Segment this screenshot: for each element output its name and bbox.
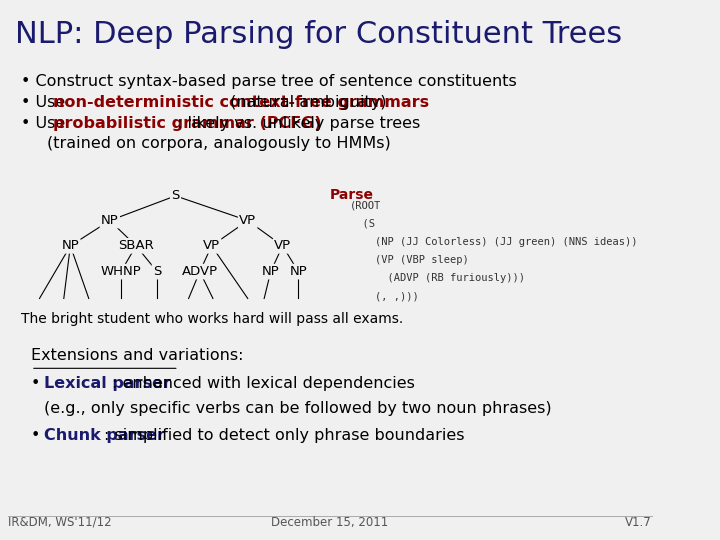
Text: Chunk parser: Chunk parser [44, 428, 165, 443]
Text: : enhanced with lexical dependencies: : enhanced with lexical dependencies [112, 376, 415, 391]
Text: (S: (S [350, 218, 374, 228]
Text: non-deterministic context-free grammars: non-deterministic context-free grammars [53, 96, 428, 110]
Text: NP: NP [101, 214, 119, 227]
Text: VP: VP [274, 239, 291, 252]
Text: The bright student who works hard will pass all exams.: The bright student who works hard will p… [21, 312, 403, 326]
Text: (, ,))): (, ,))) [350, 292, 418, 301]
Text: (ROOT: (ROOT [350, 200, 381, 210]
Text: • Use: • Use [21, 116, 71, 131]
Text: : simplified to detect only phrase boundaries: : simplified to detect only phrase bound… [104, 428, 464, 443]
Text: (VP (VBP sleep): (VP (VBP sleep) [350, 255, 468, 265]
Text: Lexical parser: Lexical parser [44, 376, 171, 391]
Text: December 15, 2011: December 15, 2011 [271, 516, 389, 529]
Text: S: S [171, 190, 180, 202]
Text: V1.7: V1.7 [625, 516, 652, 529]
Text: (NP (JJ Colorless) (JJ green) (NNS ideas)): (NP (JJ Colorless) (JJ green) (NNS ideas… [350, 237, 637, 247]
Text: Extensions and variations:: Extensions and variations: [31, 348, 243, 363]
Text: NP: NP [61, 239, 79, 252]
Text: (natural ambiguity): (natural ambiguity) [225, 96, 386, 110]
Text: : likely vs. unlikely parse trees: : likely vs. unlikely parse trees [177, 116, 420, 131]
Text: (ADVP (RB furiously))): (ADVP (RB furiously))) [350, 273, 525, 283]
Text: SBAR: SBAR [118, 239, 154, 252]
Text: VP: VP [203, 239, 220, 252]
Text: (trained on corpora, analogously to HMMs): (trained on corpora, analogously to HMMs… [48, 136, 391, 151]
Text: NLP: Deep Parsing for Constituent Trees: NLP: Deep Parsing for Constituent Trees [14, 20, 621, 49]
Text: • Construct syntax-based parse tree of sentence constituents: • Construct syntax-based parse tree of s… [21, 74, 517, 89]
Text: NP: NP [289, 265, 307, 278]
Text: Parse: Parse [330, 188, 374, 202]
Text: (e.g., only specific verbs can be followed by two noun phrases): (e.g., only specific verbs can be follow… [44, 401, 552, 416]
Text: WHNP: WHNP [101, 265, 141, 278]
Text: VP: VP [239, 214, 256, 227]
Text: NP: NP [262, 265, 279, 278]
Text: •: • [31, 428, 45, 443]
Text: •: • [31, 376, 45, 391]
Text: probabilistic grammar (PCFG): probabilistic grammar (PCFG) [53, 116, 321, 131]
Text: ADVP: ADVP [181, 265, 218, 278]
Text: IR&DM, WS'11/12: IR&DM, WS'11/12 [8, 516, 112, 529]
Text: • Use: • Use [21, 96, 71, 110]
Text: S: S [153, 265, 161, 278]
